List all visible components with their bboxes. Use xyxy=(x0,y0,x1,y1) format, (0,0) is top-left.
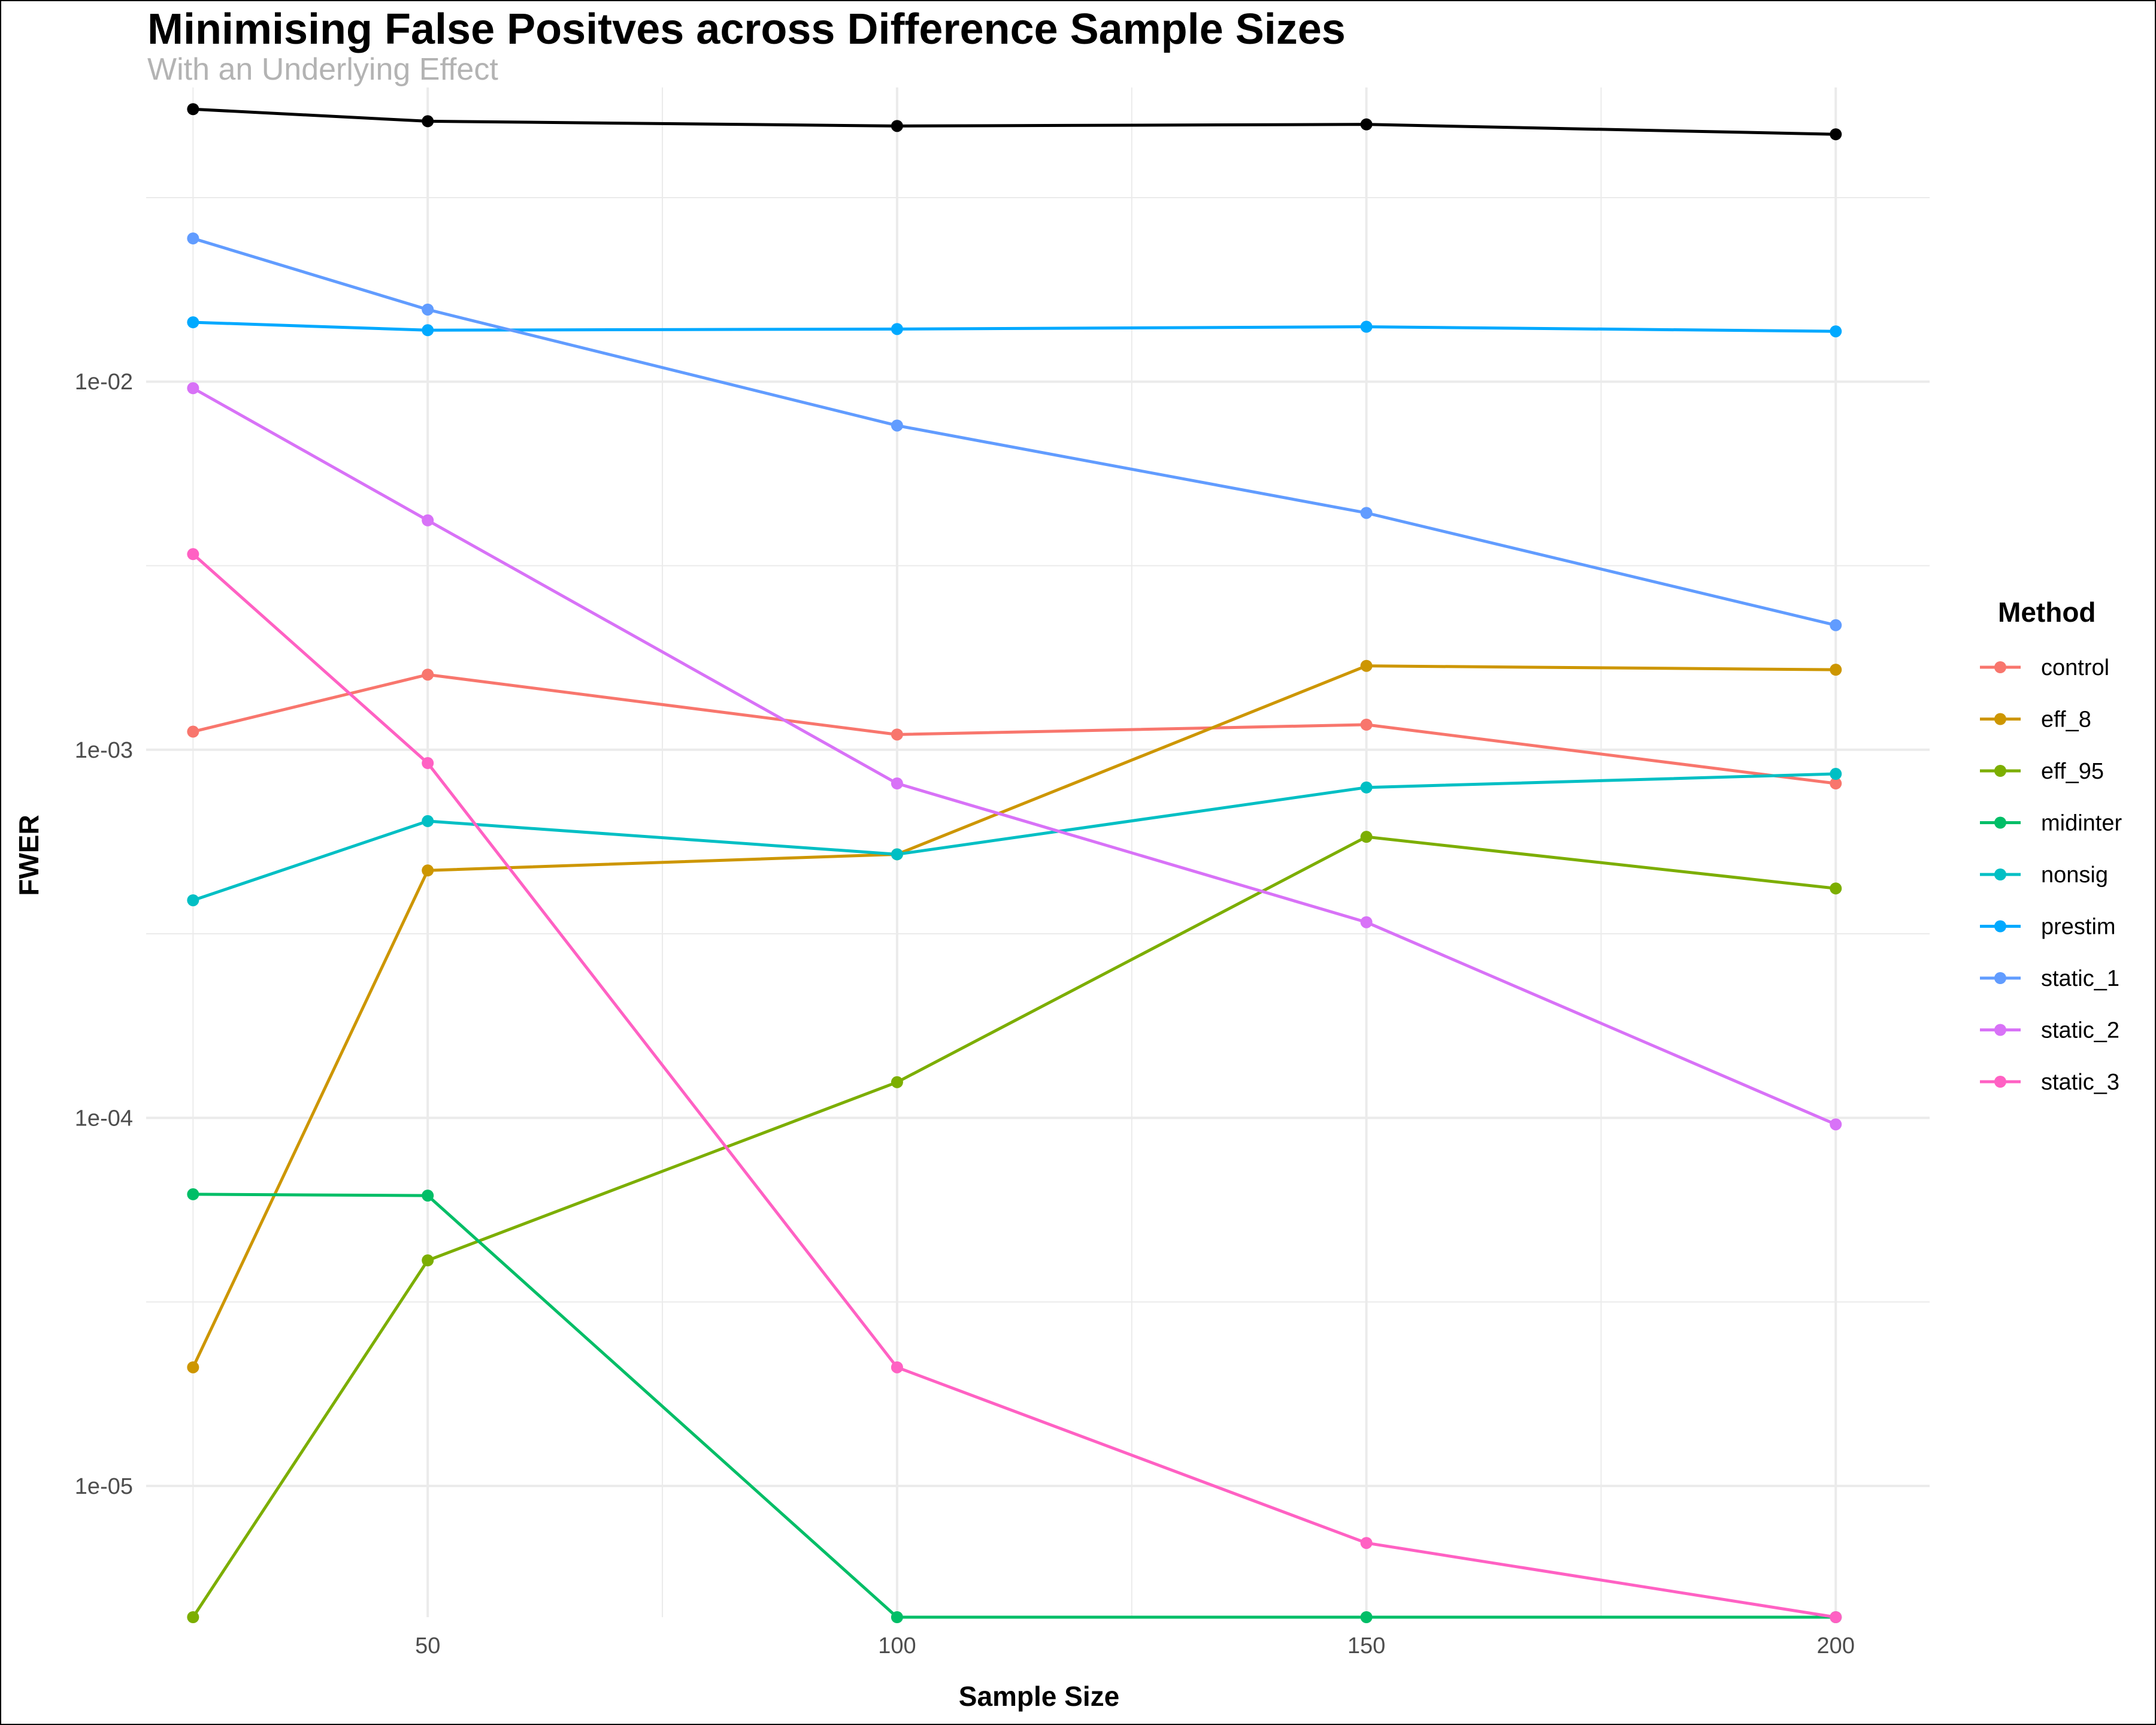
legend-key-point-midinter xyxy=(1994,816,2006,829)
data-point-eff_95 xyxy=(891,1076,903,1088)
data-point-unlabelled xyxy=(187,103,199,116)
series-line-nonsig xyxy=(192,772,1836,902)
data-point-unlabelled xyxy=(1830,128,1842,141)
y-axis-title: FWER xyxy=(13,815,44,895)
y-axis-tick-labels: 1e-05 1e-04 1e-03 1e-02 xyxy=(75,370,133,1499)
legend-key-point-static_3 xyxy=(1994,1076,2006,1088)
data-point-nonsig xyxy=(187,894,199,907)
data-point-static_1 xyxy=(422,303,434,316)
series-line-static_2 xyxy=(192,386,1837,1126)
data-point-prestim xyxy=(187,316,199,329)
chart-title: Minimising False Positves across Differe… xyxy=(147,5,1346,53)
data-point-control xyxy=(187,725,199,738)
data-point-static_3 xyxy=(1360,1537,1373,1550)
series-line-static_3 xyxy=(192,553,1836,1619)
legend-key-point-static_2 xyxy=(1994,1024,2006,1036)
data-point-nonsig xyxy=(891,848,903,861)
chart-subtitle: With an Underlying Effect xyxy=(147,52,498,87)
legend-key-point-prestim xyxy=(1994,920,2006,933)
data-point-control xyxy=(891,728,903,741)
data-point-midinter xyxy=(187,1188,199,1200)
series-lines xyxy=(192,107,1837,1619)
data-point-eff_8 xyxy=(187,1361,199,1373)
data-point-control xyxy=(422,668,434,681)
data-point-prestim xyxy=(1830,325,1842,338)
y-tick-label: 1e-03 xyxy=(75,738,133,763)
series-points xyxy=(187,103,1842,1623)
legend-label-control: control xyxy=(2041,655,2109,680)
y-tick-label: 1e-02 xyxy=(75,370,133,395)
data-point-static_1 xyxy=(891,419,903,432)
data-point-nonsig xyxy=(1360,781,1373,794)
data-point-nonsig xyxy=(422,815,434,827)
data-point-static_2 xyxy=(187,382,199,395)
data-point-static_3 xyxy=(1830,1611,1842,1623)
series-line-eff_8 xyxy=(192,664,1836,1368)
y-tick-label: 1e-04 xyxy=(75,1106,133,1131)
grid-lines xyxy=(146,87,1930,1617)
series-line-eff_95 xyxy=(192,835,1836,1618)
x-tick-label: 150 xyxy=(1348,1633,1385,1659)
data-point-static_1 xyxy=(1360,507,1373,519)
data-point-static_2 xyxy=(1360,916,1373,928)
legend-label-static_3: static_3 xyxy=(2041,1070,2119,1095)
data-point-prestim xyxy=(891,323,903,335)
data-point-prestim xyxy=(422,324,434,337)
series-line-unlabelled xyxy=(193,107,1836,136)
data-point-static_1 xyxy=(1830,619,1842,631)
x-tick-label: 50 xyxy=(415,1633,440,1659)
legend-key-point-static_1 xyxy=(1994,972,2006,984)
legend-key-point-eff_95 xyxy=(1994,765,2006,777)
legend-label-static_1: static_1 xyxy=(2041,966,2119,991)
data-point-control xyxy=(1830,777,1842,790)
data-point-midinter xyxy=(422,1190,434,1202)
series-line-prestim xyxy=(193,320,1836,333)
data-point-midinter xyxy=(1360,1611,1373,1623)
data-point-static_2 xyxy=(1830,1118,1842,1131)
legend-key-point-nonsig xyxy=(1994,868,2006,880)
data-point-eff_8 xyxy=(1830,664,1842,676)
legend-label-prestim: prestim xyxy=(2041,915,2116,940)
legend-key-point-eff_8 xyxy=(1994,713,2006,725)
data-point-eff_8 xyxy=(1360,659,1373,672)
data-point-control xyxy=(1360,718,1373,731)
legend-key-point-control xyxy=(1994,661,2006,673)
legend-title: Method xyxy=(1998,597,2096,628)
legend-label-static_2: static_2 xyxy=(2041,1018,2119,1043)
data-point-static_1 xyxy=(187,232,199,245)
x-axis-tick-labels: 50 100 150 200 xyxy=(415,1633,1855,1659)
data-point-unlabelled xyxy=(1360,118,1373,131)
series-line-static_1 xyxy=(192,237,1836,627)
legend-label-nonsig: nonsig xyxy=(2041,862,2108,888)
series-line-midinter xyxy=(193,1193,1836,1619)
data-point-eff_8 xyxy=(422,864,434,877)
data-point-unlabelled xyxy=(891,120,903,132)
legend-label-midinter: midinter xyxy=(2041,811,2122,836)
data-point-eff_95 xyxy=(187,1611,199,1623)
data-point-nonsig xyxy=(1830,768,1842,780)
data-point-static_3 xyxy=(891,1361,903,1373)
data-point-unlabelled xyxy=(422,115,434,128)
x-tick-label: 100 xyxy=(878,1633,916,1659)
data-point-static_3 xyxy=(187,548,199,561)
data-point-eff_95 xyxy=(422,1254,434,1267)
legend-label-eff_8: eff_8 xyxy=(2041,707,2091,733)
data-point-midinter xyxy=(891,1611,903,1623)
data-point-eff_95 xyxy=(1360,831,1373,843)
series-line-control xyxy=(192,673,1836,785)
x-axis-title: Sample Size xyxy=(959,1681,1119,1712)
legend-label-eff_95: eff_95 xyxy=(2041,759,2104,784)
data-point-eff_95 xyxy=(1830,882,1842,895)
y-tick-label: 1e-05 xyxy=(75,1474,133,1499)
x-tick-label: 200 xyxy=(1817,1633,1855,1659)
legend: Method control eff_8 eff_95 midinter nonsig p… xyxy=(1980,597,2122,1095)
data-point-static_2 xyxy=(891,777,903,790)
data-point-static_3 xyxy=(422,757,434,770)
data-point-static_2 xyxy=(422,514,434,526)
data-point-prestim xyxy=(1360,320,1373,333)
